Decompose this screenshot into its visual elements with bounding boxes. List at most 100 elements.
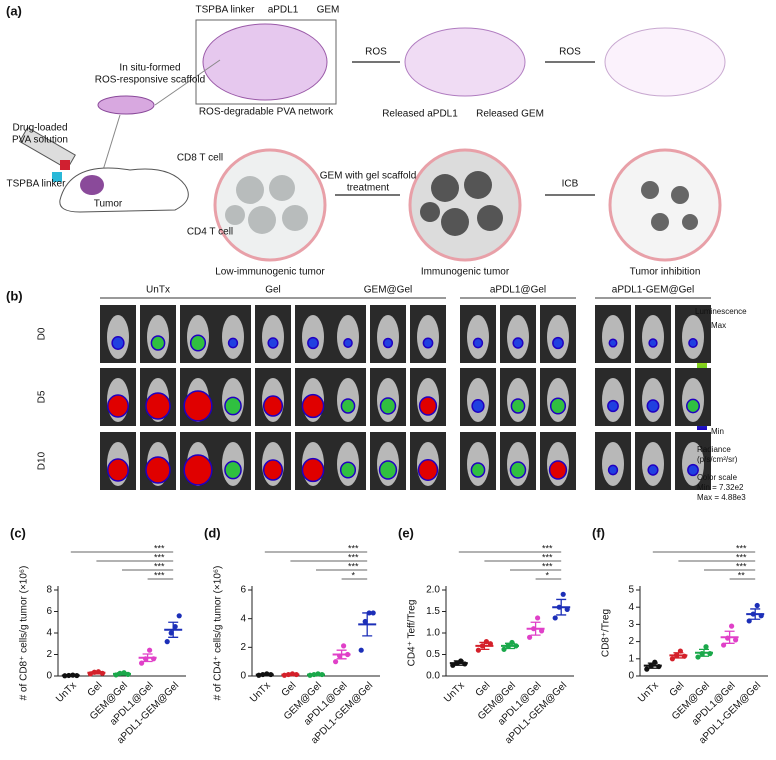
- signal: [379, 397, 397, 415]
- y-tick-label: 2.0: [426, 585, 440, 596]
- significance-label: ***: [736, 543, 747, 553]
- group-label: aPDL1@Gel: [490, 285, 546, 296]
- significance-label: ***: [154, 561, 165, 571]
- syringe: [18, 126, 76, 170]
- axis: [639, 586, 768, 677]
- day-label: D0: [37, 327, 48, 340]
- colorbar-min: Min: [711, 427, 724, 436]
- signal: [267, 337, 279, 349]
- significance-label: ***: [154, 552, 165, 562]
- colorbar-scale: Min = 7.32e2: [697, 483, 744, 492]
- group-label: GEM@Gel: [364, 285, 413, 296]
- label: PVA solution: [12, 135, 68, 146]
- label: ROS-degradable PVA network: [199, 107, 334, 118]
- error-bar: [259, 673, 270, 676]
- y-tick-label: 2: [46, 649, 52, 660]
- signal: [378, 460, 398, 480]
- data-point: [147, 647, 153, 653]
- signal: [422, 337, 434, 349]
- signal: [343, 338, 353, 348]
- label: In situ-formed: [119, 63, 180, 74]
- data-point: [644, 666, 650, 672]
- x-tick-label: Gel: [280, 680, 299, 699]
- mouse-body: [602, 442, 624, 486]
- error-bar: [530, 621, 541, 636]
- error-bar: [117, 672, 127, 676]
- day-label: D10: [37, 451, 48, 470]
- signal: [686, 398, 700, 414]
- signal: [224, 396, 242, 416]
- error-bar: [699, 648, 709, 657]
- colorbar-unit: Radiance: [697, 445, 731, 454]
- y-tick-label: 0.5: [426, 649, 440, 660]
- signal: [145, 392, 171, 420]
- data-point: [535, 615, 541, 621]
- y-tick-label: 8: [46, 585, 52, 596]
- signal: [688, 338, 698, 348]
- data-point: [341, 643, 347, 649]
- x-tick-label: UnTx: [54, 680, 79, 705]
- data-point: [164, 639, 170, 645]
- mouse-body: [507, 315, 529, 359]
- group-label: aPDL1-GEM@Gel: [612, 285, 694, 296]
- group-label: Gel: [265, 285, 281, 296]
- signal: [107, 458, 129, 482]
- signal: [549, 397, 567, 415]
- error-bar: [311, 673, 321, 676]
- signal: [150, 335, 166, 351]
- signal: [548, 460, 568, 480]
- panel-a-art: [18, 19, 726, 262]
- y-axis-label: CD8⁺/Treg: [601, 609, 612, 657]
- y-tick-label: 5: [628, 585, 634, 596]
- label: treatment: [347, 183, 389, 194]
- significance-label: ***: [736, 552, 747, 562]
- colorbar-unit: (p/s/cm²/sr): [697, 455, 738, 464]
- panel-label: (b): [6, 288, 23, 303]
- data-point: [527, 634, 533, 640]
- syringe-red: [60, 160, 70, 170]
- x-tick-label: Gel: [668, 680, 687, 699]
- y-tick-label: 0: [628, 671, 634, 682]
- significance-label: *: [545, 570, 549, 580]
- scaffold: [202, 23, 328, 101]
- y-tick-label: 1: [628, 653, 634, 664]
- significance-label: ***: [542, 561, 553, 571]
- mouse-body: [682, 315, 704, 359]
- signal: [301, 393, 325, 419]
- signal: [417, 459, 439, 481]
- error-bar: [479, 641, 490, 650]
- y-tick-label: 0: [240, 671, 246, 682]
- mouse-body: [417, 315, 439, 359]
- scaffold-disc: [97, 95, 155, 115]
- label: CD4 T cell: [187, 227, 233, 238]
- data-point: [754, 602, 760, 609]
- label: Tumor: [94, 199, 123, 210]
- mouse-body: [337, 315, 359, 359]
- label: GEM with gel scaffold: [320, 171, 417, 182]
- cells: [420, 171, 503, 236]
- scaffold: [604, 27, 726, 97]
- mouse-body: [642, 442, 664, 486]
- y-tick-label: 1.5: [426, 606, 440, 617]
- signal: [647, 464, 659, 476]
- signal: [470, 462, 486, 478]
- error-bar: [505, 642, 515, 650]
- error-bar: [453, 660, 464, 666]
- signal: [607, 399, 619, 413]
- x-tick-label: Gel: [86, 680, 105, 699]
- significance-label: ***: [736, 561, 747, 571]
- data-point: [176, 613, 182, 619]
- significance-label: ***: [154, 543, 165, 553]
- signal: [183, 390, 213, 422]
- error-bar: [168, 621, 179, 638]
- signal: [262, 459, 284, 481]
- significance-label: ***: [154, 570, 165, 580]
- y-tick-label: 0.0: [426, 671, 440, 682]
- significance-label: **: [738, 570, 746, 580]
- signal: [509, 461, 527, 479]
- label: ROS: [365, 47, 387, 58]
- data-point: [168, 630, 174, 636]
- panel-label: (a): [6, 3, 22, 18]
- label: ROS: [559, 47, 581, 58]
- label: Tumor inhibition: [630, 267, 701, 278]
